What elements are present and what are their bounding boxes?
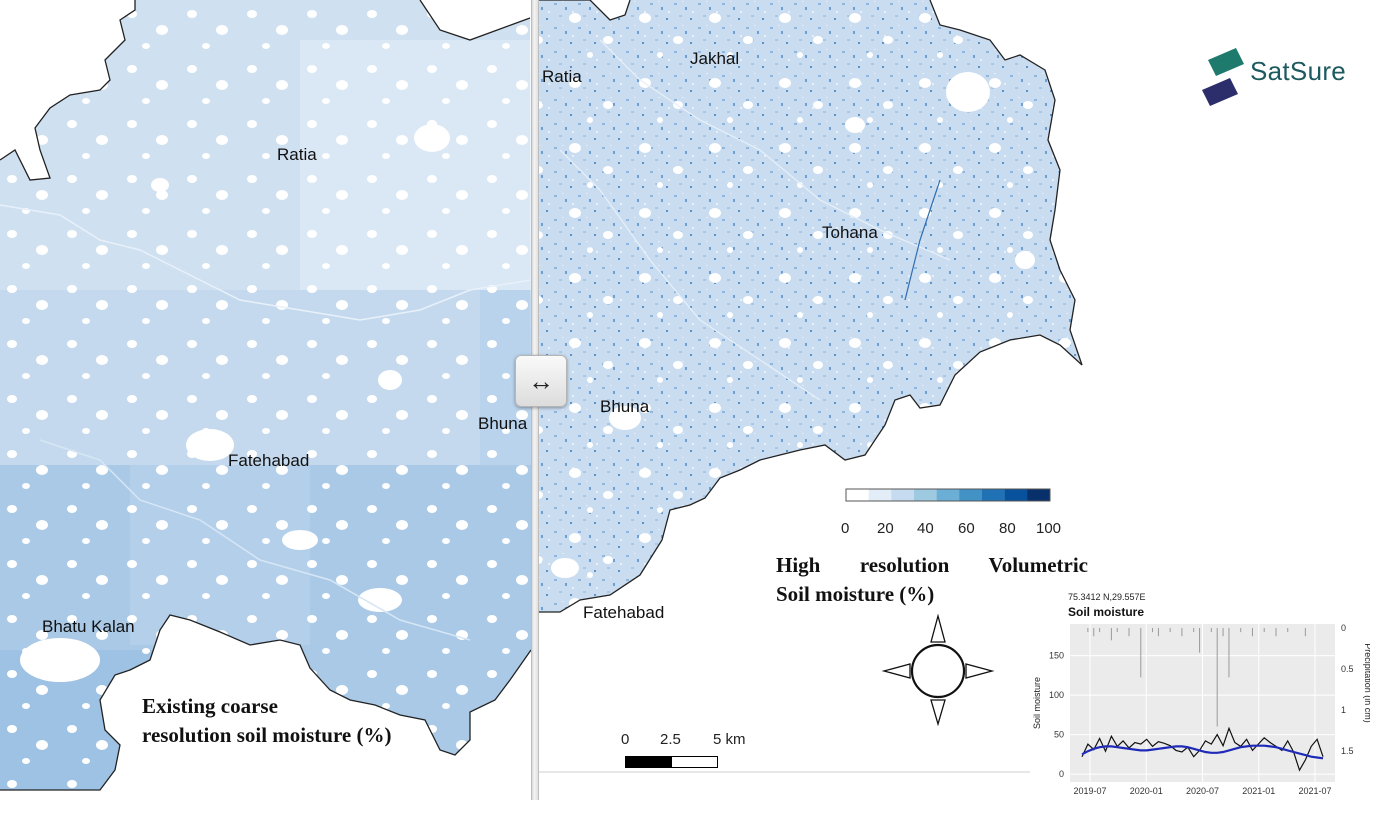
- legend-swatch: [914, 489, 937, 501]
- legend-tick-0: 0: [841, 520, 850, 537]
- chart-y-tick-label: 100: [1049, 690, 1064, 700]
- legend-swatch: [982, 489, 1005, 501]
- chart-y2-tick-label: 0: [1341, 623, 1346, 633]
- legend-tick-20: 20: [877, 520, 894, 537]
- place-label-bhatu-kalan: Bhatu Kalan: [42, 617, 135, 636]
- legend-swatch: [891, 489, 915, 501]
- moisture-color-legend: [845, 488, 1051, 502]
- legend-tick-60: 60: [958, 520, 975, 537]
- chart-y-tick-label: 0: [1059, 769, 1064, 779]
- swipe-handle[interactable]: ↔: [515, 355, 567, 407]
- left-right-arrow-icon: ↔: [528, 365, 554, 396]
- chart-title: Soil moisture: [1068, 605, 1145, 619]
- chart-y-tick-label: 50: [1054, 730, 1064, 740]
- scale-label-5km: 5 km: [713, 731, 746, 748]
- compass-rose-icon: [881, 613, 995, 727]
- chart-y2-tick-label: 1.5: [1341, 746, 1354, 756]
- place-label-tohana: Tohana: [822, 223, 878, 242]
- scale-label-2-5: 2.5: [660, 731, 681, 748]
- high-res-caption-line1: High resolution Volumetric: [776, 553, 1088, 577]
- chart-x-tick-label: 2019-07: [1073, 786, 1106, 796]
- chart-x-tick-label: 2021-01: [1242, 786, 1275, 796]
- chart-y-axis-label: Soil moisture: [1032, 677, 1042, 729]
- legend-tick-100: 100: [1036, 520, 1062, 537]
- high-res-caption: High resolution Volumetric Soil moisture…: [776, 551, 1088, 609]
- soil-moisture-chart: 0 50 100 150 2019-07 2020-01 2020-07 2021-01 202…: [1032, 623, 1370, 796]
- legend-frame: [845, 488, 1051, 502]
- chart-y-tick-label: 150: [1049, 651, 1064, 661]
- legend-swatch: [1027, 489, 1051, 501]
- coarse-caption-line1: Existing coarse: [142, 694, 278, 718]
- chart-trend-line: [1081, 744, 1324, 760]
- scale-label-0: 0: [621, 731, 630, 748]
- high-resolution-soil-moisture-map: [539, 0, 1083, 773]
- legend-swatch: [868, 489, 892, 501]
- coarse-soil-moisture-map: [0, 0, 532, 791]
- place-label-fatehabad-right: Fatehabad: [583, 603, 665, 622]
- place-label-ratia-left: Ratia: [277, 145, 317, 164]
- place-label-bhuna-right: Bhuna: [600, 397, 650, 416]
- legend-swatch: [936, 489, 960, 501]
- satsure-logo-text: SatSure: [1250, 56, 1347, 86]
- place-label-ratia-right: Ratia: [542, 67, 582, 86]
- legend-swatch: [959, 489, 983, 501]
- chart-y2-axis-label: Precipitation (in cm): [1363, 643, 1370, 723]
- legend-tick-40: 40: [917, 520, 934, 537]
- place-label-jakhal: Jakhal: [690, 49, 740, 68]
- place-label-bhuna-left: Bhuna: [478, 414, 528, 433]
- chart-x-tick-label: 2020-01: [1130, 786, 1163, 796]
- coarse-caption-line2: resolution soil moisture (%): [142, 723, 392, 747]
- legend-swatch: [846, 489, 869, 501]
- scale-bar: [625, 756, 718, 768]
- satsure-logo-mark: [1202, 48, 1244, 106]
- coarse-map-caption: Existing coarse resolution soil moisture…: [142, 692, 391, 750]
- place-label-fatehabad-left: Fatehabad: [228, 451, 310, 470]
- chart-x-tick-label: 2020-07: [1186, 786, 1219, 796]
- chart-y2-tick-label: 0.5: [1341, 664, 1354, 674]
- chart-x-tick-label: 2021-07: [1298, 786, 1331, 796]
- legend-swatch: [1004, 489, 1028, 501]
- high-res-caption-line2: Soil moisture (%): [776, 582, 935, 606]
- legend-tick-80: 80: [999, 520, 1016, 537]
- chart-y2-tick-label: 1: [1341, 705, 1346, 715]
- chart-coordinate: 75.3412 N,29.557E: [1068, 592, 1146, 602]
